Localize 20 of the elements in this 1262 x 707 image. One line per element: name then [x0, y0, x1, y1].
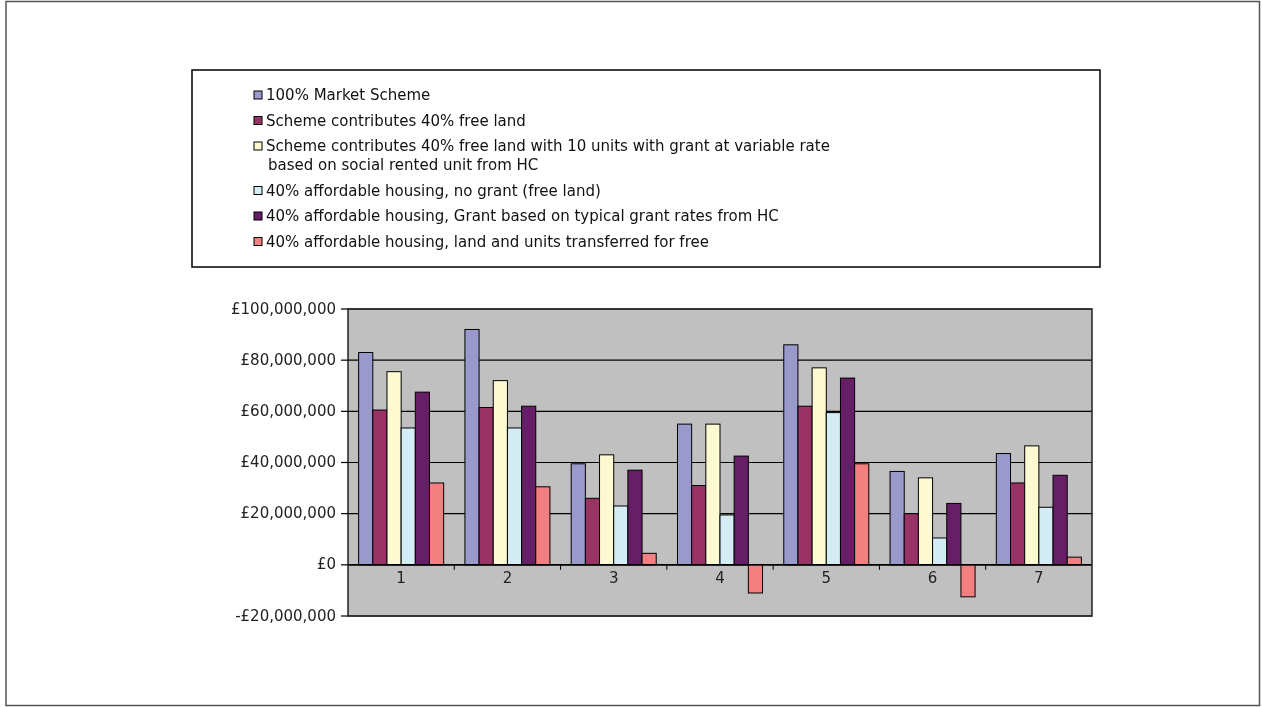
x-tick-label: 5	[821, 569, 832, 588]
y-tick-label: £80,000,000	[240, 350, 336, 369]
legend-label: 40% affordable housing, no grant (free land)	[266, 181, 601, 199]
legend-label: 40% affordable housing, Grant based on typical grant rates from HC	[266, 206, 779, 225]
y-tick-label: £20,000,000	[240, 504, 336, 523]
legend-label: Scheme contributes 40% free land with 10 units with grant at variable rate based on social rented unit from HC	[266, 136, 830, 174]
legend-label: 100% Market Scheme	[266, 85, 431, 104]
y-tick-label: £40,000,000	[240, 453, 336, 471]
x-tick-label: 6	[927, 569, 938, 588]
y-tick-label: £60,000,000	[240, 401, 336, 420]
y-tick-label: £0	[316, 555, 336, 574]
legend-label: Scheme contributes 40% free land	[266, 111, 526, 129]
x-tick-label: 1	[396, 569, 406, 588]
x-tick-label: 7	[1034, 569, 1044, 588]
x-tick-label: 3	[608, 569, 619, 588]
x-tick-label: 2	[502, 569, 513, 588]
y-tick-label: -£20,000,000	[235, 606, 336, 625]
x-tick-label: 4	[715, 569, 725, 588]
legend-label: 40% affordable housing, land and units transferred for free	[266, 232, 709, 250]
y-tick-label: £100,000,000	[231, 299, 336, 318]
